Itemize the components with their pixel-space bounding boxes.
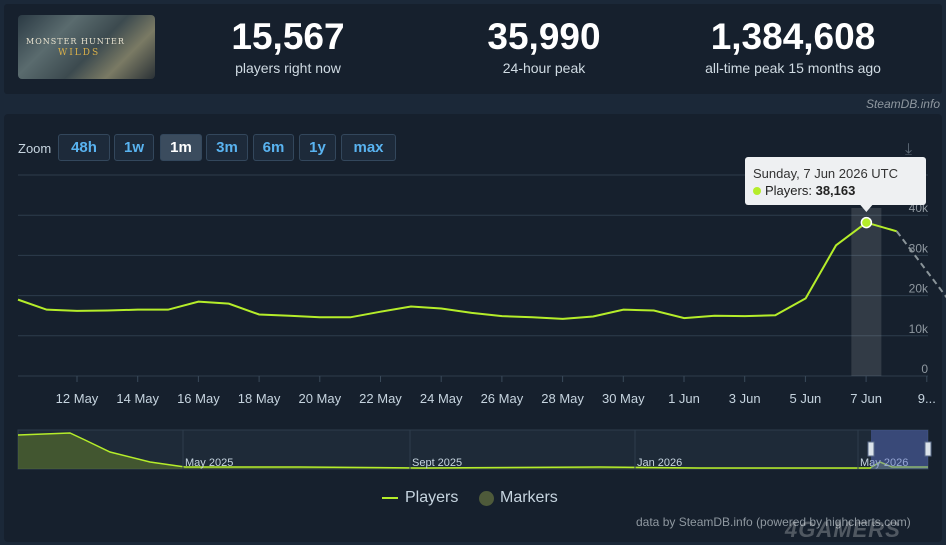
stat-24h-peak: 35,990 24-hour peak (444, 16, 644, 76)
y-tick-label: 30k (909, 241, 929, 255)
x-tick-label: 12 May (56, 391, 99, 406)
legend-line-icon (382, 497, 398, 499)
x-tick-label: 18 May (238, 391, 281, 406)
zoom-label: Zoom (18, 141, 52, 156)
series-line-incomplete (895, 230, 946, 299)
navigator-window (871, 430, 928, 469)
zoom-button-max[interactable]: max (341, 134, 396, 161)
current-players-value: 15,567 (231, 16, 345, 57)
game-logo-text: MONSTER HUNTER (26, 37, 125, 46)
chart-tooltip: Sunday, 7 Jun 2026 UTC Players: 38,163 (745, 157, 926, 205)
zoom-button-3m[interactable]: 3m (206, 134, 248, 161)
y-tick-label: 20k (909, 282, 929, 296)
navigator-label: Sept 2025 (412, 457, 462, 469)
zoom-button-1w[interactable]: 1w (114, 134, 154, 161)
hover-band (851, 208, 882, 376)
x-tick-label: 24 May (420, 391, 463, 406)
y-tick-label: 10k (909, 322, 929, 336)
game-thumbnail[interactable]: MONSTER HUNTER WILDS (18, 15, 155, 79)
stats-header: MONSTER HUNTER WILDS 15,567 players righ… (4, 4, 942, 94)
tooltip-date: Sunday, 7 Jun 2026 UTC (753, 166, 899, 181)
y-tick-label: 0 (921, 362, 928, 376)
x-tick-label: 20 May (298, 391, 341, 406)
navigator-line (17, 432, 928, 469)
download-arrow-icon[interactable]: ⤓ (905, 141, 913, 158)
zoom-button-1m[interactable]: 1m (160, 134, 202, 161)
game-logo-subtext: WILDS (58, 48, 101, 58)
legend-marker-icon (479, 490, 494, 506)
x-tick-label: 14 May (116, 391, 159, 406)
x-tick-label: 28 May (541, 391, 584, 406)
x-tick-label: 7 Jun (850, 391, 882, 406)
x-tick-label: 26 May (481, 391, 524, 406)
tooltip-series-dot (753, 187, 761, 195)
highcharts-credit[interactable]: data by SteamDB.info (powered by highcha… (636, 515, 911, 529)
peak24-value: 35,990 (487, 16, 601, 57)
navigator-handle-right[interactable] (924, 441, 932, 457)
x-tick-label: 22 May (359, 391, 402, 406)
navigator-label: Jan 2026 (637, 457, 682, 469)
x-tick-label: 9... (918, 391, 936, 406)
zoom-button-48h[interactable]: 48h (58, 134, 110, 161)
zoom-button-6m[interactable]: 6m (253, 134, 294, 161)
navigator-handle-left[interactable] (867, 441, 875, 457)
legend-markers-label: Markers (500, 489, 558, 506)
peak-point (860, 216, 873, 229)
navigator-area (18, 433, 928, 469)
x-tick-label: 3 Jun (729, 391, 761, 406)
legend-players-label: Players (405, 489, 459, 506)
watermark: 4GAMERS (785, 517, 901, 542)
tooltip-series-label: Players: (765, 183, 812, 198)
peak24-label: 24-hour peak (502, 60, 586, 76)
x-tick-label: 16 May (177, 391, 220, 406)
current-players-label: players right now (235, 60, 341, 76)
stat-alltime-peak: 1,384,608 all-time peak 15 months ago (688, 16, 898, 76)
x-tick-label: 30 May (602, 391, 645, 406)
stat-current-players: 15,567 players right now (188, 16, 388, 76)
tooltip-row: Players: 38,163 (753, 183, 918, 198)
navigator-frame (17, 429, 929, 470)
x-tick-label: 1 Jun (668, 391, 700, 406)
legend-markers[interactable]: Markers (479, 489, 558, 507)
zoom-button-1y[interactable]: 1y (299, 134, 336, 161)
series-line-players (17, 221, 897, 320)
navigator-label: May 2025 (185, 457, 233, 469)
tooltip-pointer (860, 205, 873, 212)
navigator-label: May 2026 (860, 457, 908, 469)
steamdb-credit[interactable]: SteamDB.info (865, 97, 940, 111)
legend-players[interactable]: Players (382, 489, 458, 507)
tooltip-value: 38,163 (815, 183, 856, 198)
alltime-peak-value: 1,384,608 (710, 16, 876, 57)
alltime-peak-label: all-time peak 15 months ago (705, 60, 881, 76)
x-tick-label: 5 Jun (789, 391, 821, 406)
